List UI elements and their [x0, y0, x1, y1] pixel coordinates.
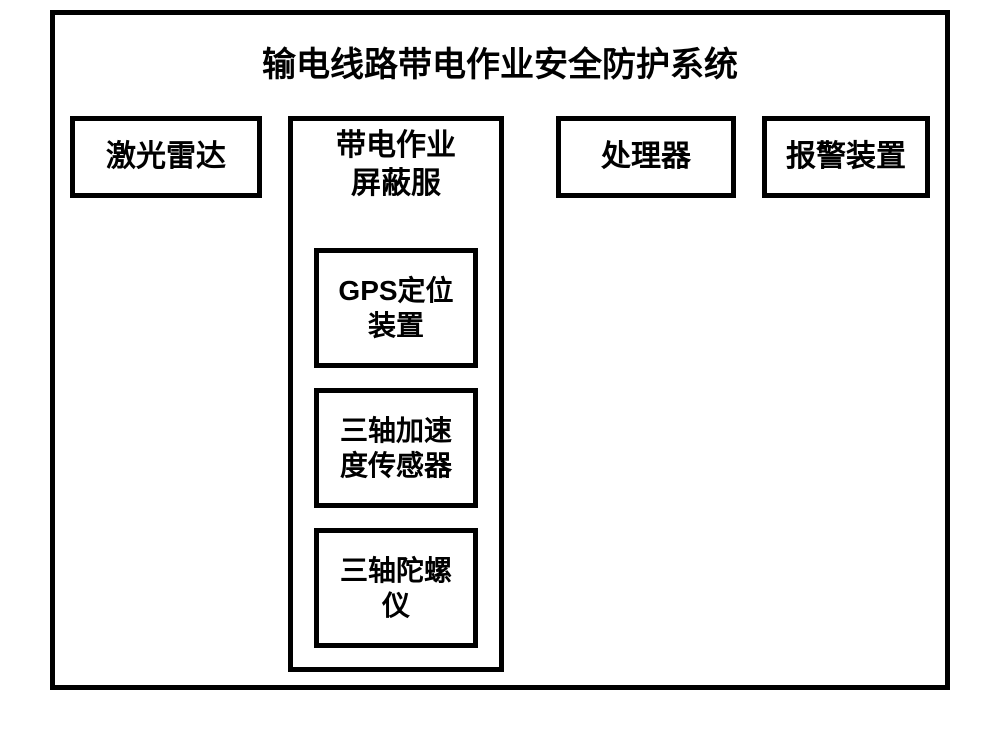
alarm-box: 报警装置: [762, 116, 930, 198]
gyro-label: 三轴陀螺仪: [340, 553, 452, 623]
suit-label: 带电作业屏蔽服: [336, 127, 456, 202]
processor-label: 处理器: [601, 138, 691, 176]
gyro-box: 三轴陀螺仪: [314, 528, 478, 648]
alarm-label: 报警装置: [786, 138, 906, 176]
lidar-label: 激光雷达: [106, 138, 226, 176]
lidar-box: 激光雷达: [70, 116, 262, 198]
system-title: 输电线路带电作业安全防护系统: [55, 15, 945, 86]
gps-box: GPS定位装置: [314, 248, 478, 368]
gps-label: GPS定位装置: [338, 273, 453, 343]
processor-box: 处理器: [556, 116, 736, 198]
accel-box: 三轴加速度传感器: [314, 388, 478, 508]
accel-label: 三轴加速度传感器: [340, 413, 452, 483]
